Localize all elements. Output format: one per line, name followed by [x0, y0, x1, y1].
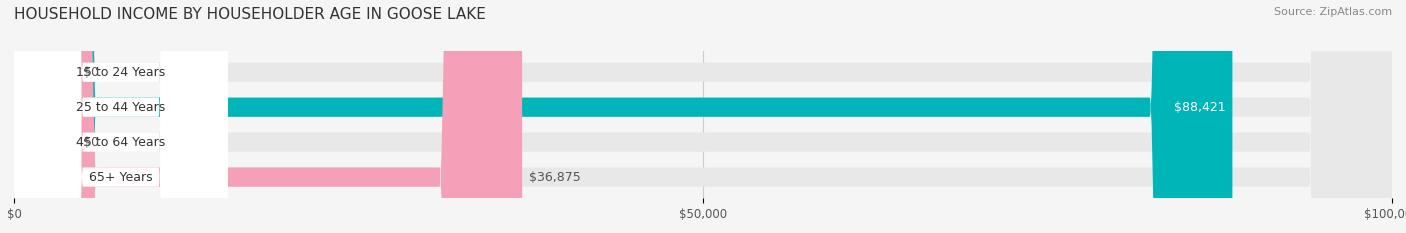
- Text: 45 to 64 Years: 45 to 64 Years: [76, 136, 166, 149]
- FancyBboxPatch shape: [14, 0, 228, 233]
- Text: $0: $0: [83, 136, 98, 149]
- Text: $36,875: $36,875: [529, 171, 581, 184]
- Text: HOUSEHOLD INCOME BY HOUSEHOLDER AGE IN GOOSE LAKE: HOUSEHOLD INCOME BY HOUSEHOLDER AGE IN G…: [14, 7, 486, 22]
- FancyBboxPatch shape: [14, 0, 1392, 233]
- Text: 15 to 24 Years: 15 to 24 Years: [76, 66, 166, 79]
- Text: Source: ZipAtlas.com: Source: ZipAtlas.com: [1274, 7, 1392, 17]
- FancyBboxPatch shape: [14, 0, 228, 233]
- FancyBboxPatch shape: [14, 0, 228, 233]
- Text: $88,421: $88,421: [1174, 101, 1226, 114]
- FancyBboxPatch shape: [14, 0, 1392, 233]
- FancyBboxPatch shape: [14, 0, 522, 233]
- Text: 65+ Years: 65+ Years: [89, 171, 153, 184]
- FancyBboxPatch shape: [14, 0, 228, 233]
- FancyBboxPatch shape: [14, 0, 1392, 233]
- FancyBboxPatch shape: [14, 0, 69, 233]
- Text: 25 to 44 Years: 25 to 44 Years: [76, 101, 166, 114]
- Text: $0: $0: [83, 66, 98, 79]
- FancyBboxPatch shape: [14, 0, 1233, 233]
- FancyBboxPatch shape: [14, 0, 69, 233]
- FancyBboxPatch shape: [14, 0, 1392, 233]
